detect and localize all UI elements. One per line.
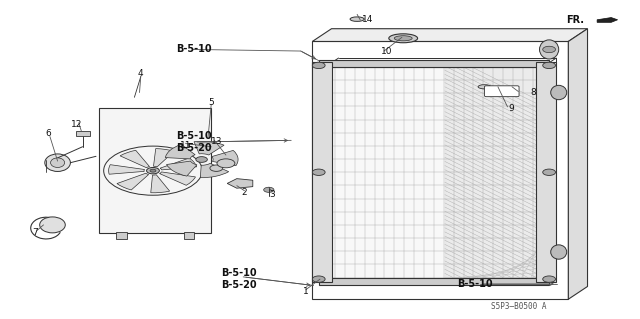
Text: 12: 12 (71, 120, 83, 129)
Wedge shape (154, 149, 174, 167)
Bar (76, 131, 90, 136)
Wedge shape (166, 161, 197, 176)
Text: 11: 11 (180, 141, 191, 150)
Text: B-5-10: B-5-10 (458, 279, 493, 289)
FancyBboxPatch shape (484, 86, 519, 97)
Ellipse shape (40, 217, 65, 233)
Text: 14: 14 (362, 15, 373, 24)
Wedge shape (159, 172, 195, 185)
Polygon shape (227, 179, 253, 188)
Text: 3: 3 (269, 190, 275, 199)
Ellipse shape (394, 36, 412, 41)
Circle shape (312, 62, 325, 69)
Text: B-5-10
B-5-20: B-5-10 B-5-20 (221, 268, 257, 290)
Polygon shape (445, 67, 543, 278)
Polygon shape (568, 29, 588, 299)
Bar (325, 67, 543, 278)
Wedge shape (212, 151, 238, 166)
Polygon shape (312, 62, 332, 282)
Circle shape (543, 62, 556, 69)
Ellipse shape (51, 158, 65, 167)
Text: 5: 5 (209, 98, 214, 107)
Text: 4: 4 (138, 69, 143, 78)
Text: 2: 2 (242, 189, 247, 197)
Circle shape (217, 159, 235, 168)
Polygon shape (319, 60, 549, 67)
Text: 6: 6 (45, 130, 51, 138)
Ellipse shape (550, 245, 567, 259)
Text: B-5-10: B-5-10 (176, 44, 212, 55)
Polygon shape (312, 41, 568, 299)
Circle shape (312, 276, 325, 282)
Bar (116, 232, 127, 239)
Polygon shape (312, 29, 588, 41)
Text: FR.: FR. (566, 15, 584, 25)
Text: 9: 9 (509, 104, 515, 113)
Polygon shape (597, 18, 618, 22)
Wedge shape (160, 158, 196, 170)
Text: 8: 8 (530, 88, 536, 97)
Wedge shape (151, 175, 170, 193)
Circle shape (543, 46, 556, 53)
Circle shape (147, 167, 159, 174)
Text: S5P3–B0500 A: S5P3–B0500 A (491, 302, 546, 311)
Text: 7: 7 (33, 228, 38, 237)
Text: 1: 1 (303, 287, 308, 296)
Text: 10: 10 (381, 47, 392, 56)
Wedge shape (117, 173, 148, 190)
Ellipse shape (350, 17, 364, 21)
Ellipse shape (540, 40, 559, 59)
Wedge shape (120, 150, 150, 168)
Circle shape (543, 169, 556, 175)
Ellipse shape (478, 85, 491, 89)
Circle shape (196, 157, 207, 162)
Bar (184, 232, 194, 239)
Circle shape (264, 187, 274, 192)
Polygon shape (536, 62, 556, 282)
Circle shape (543, 276, 556, 282)
Wedge shape (109, 165, 145, 174)
Text: B-5-10
B-5-20: B-5-10 B-5-20 (176, 131, 212, 153)
Ellipse shape (550, 85, 567, 100)
Wedge shape (194, 141, 224, 155)
Ellipse shape (45, 154, 70, 172)
Text: 13: 13 (211, 137, 222, 146)
Polygon shape (99, 108, 211, 233)
Circle shape (210, 165, 223, 171)
Ellipse shape (389, 34, 417, 43)
Circle shape (150, 169, 156, 172)
Wedge shape (165, 145, 195, 159)
Wedge shape (200, 163, 228, 178)
Circle shape (312, 169, 325, 175)
Bar (325, 67, 543, 278)
Polygon shape (319, 278, 549, 285)
